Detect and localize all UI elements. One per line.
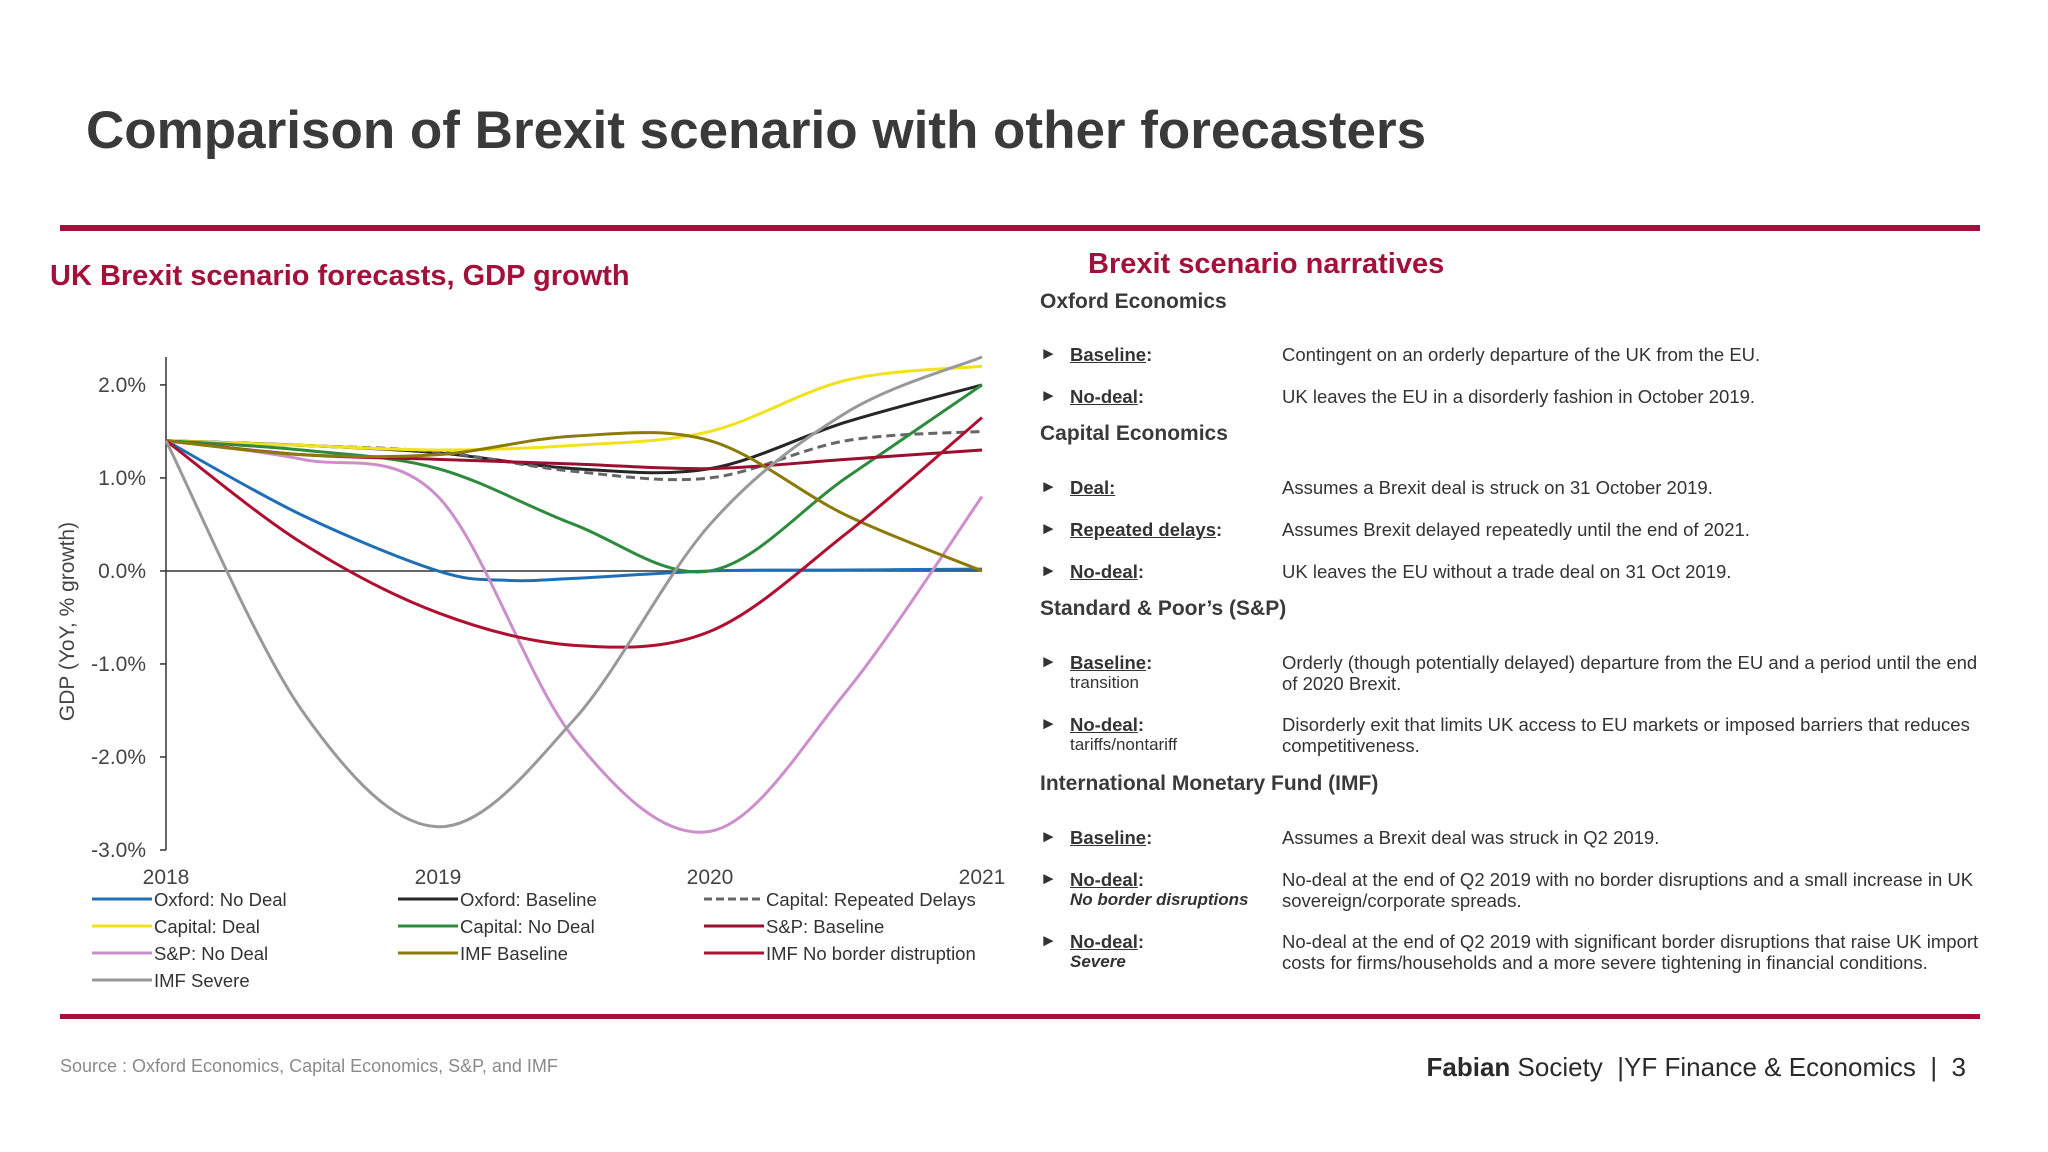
series-line-oxford-no-deal — [165, 439, 983, 583]
narrative-heading: Brexit scenario narratives — [1088, 248, 1445, 280]
series-line-capital-no-deal — [165, 383, 983, 574]
legend-label: S&P: No Deal — [154, 943, 268, 964]
scenario-label-text: Repeated delays — [1070, 519, 1217, 540]
scenario-label: No-deal: — [1070, 714, 1144, 736]
bullet-arrow-icon: ► — [1040, 931, 1057, 950]
y-tick-label: 2.0% — [98, 374, 146, 397]
scenario-description: Orderly (though potentially delayed) dep… — [1282, 652, 1978, 694]
scenario-description: Assumes a Brexit deal is struck on 31 Oc… — [1282, 477, 1713, 498]
scenario-label: No-deal: — [1070, 869, 1144, 891]
legend-label: Capital: Deal — [154, 916, 260, 937]
scenario-sublabel: tariffs/nontariff — [1070, 735, 1178, 754]
legend-label: IMF Baseline — [460, 943, 568, 964]
bullet-arrow-icon: ► — [1040, 827, 1057, 846]
scenario-label-suffix: : — [1137, 931, 1145, 952]
footer-brand-bold: Fabian — [1426, 1052, 1511, 1082]
bullet-arrow-icon: ► — [1040, 344, 1057, 363]
page-title: Comparison of Brexit scenario with other… — [86, 101, 1427, 160]
chart-heading: UK Brexit scenario forecasts, GDP growth — [50, 260, 630, 292]
scenario-label: Baseline: — [1070, 652, 1152, 674]
series-line-capital-deal — [165, 364, 983, 452]
scenario-description: No-deal at the end of Q2 2019 with signi… — [1282, 931, 1979, 973]
scenario-label: No-deal: — [1070, 386, 1144, 408]
legend-label: IMF Severe — [154, 970, 250, 991]
scenario-label-text: Baseline — [1070, 827, 1147, 848]
scenario-label-text: Deal: — [1070, 477, 1116, 498]
scenario-description: Contingent on an orderly departure of th… — [1282, 344, 1761, 365]
legend-label: Capital: No Deal — [460, 916, 595, 937]
series-line-imf-baseline — [165, 431, 983, 573]
scenario-sublabel: Severe — [1070, 952, 1126, 971]
top-divider — [60, 225, 1980, 231]
x-tick-label: 2018 — [143, 866, 190, 889]
legend-label: S&P: Baseline — [766, 916, 884, 937]
y-axis-title: GDP (YoY, % growth) — [56, 522, 79, 721]
bullet-arrow-icon: ► — [1040, 477, 1057, 496]
scenario-label-suffix: : — [1137, 869, 1145, 890]
scenario-label-suffix: : — [1146, 344, 1153, 365]
bullet-arrow-icon: ► — [1040, 652, 1057, 671]
scenario-label-suffix: : — [1137, 714, 1145, 735]
scenario-label-text: No-deal — [1070, 561, 1138, 582]
y-tick-label: 1.0% — [98, 467, 146, 490]
scenario-description: UK leaves the EU without a trade deal on… — [1282, 561, 1732, 582]
scenario-label-text: No-deal — [1070, 869, 1138, 890]
y-tick-label: -3.0% — [91, 839, 146, 862]
scenario-sublabel: No border disruptions — [1070, 890, 1249, 909]
bullet-arrow-icon: ► — [1040, 386, 1057, 405]
legend-label: Oxford: Baseline — [460, 889, 597, 910]
bullet-arrow-icon: ► — [1040, 869, 1057, 888]
scenario-label: No-deal: — [1070, 561, 1144, 583]
narrative-group-title: International Monetary Fund (IMF) — [1040, 772, 1379, 795]
narrative-group-title: Capital Economics — [1040, 422, 1228, 445]
x-tick-label: 2019 — [415, 866, 462, 889]
scenario-label: No-deal: — [1070, 931, 1144, 953]
scenario-label-text: Baseline — [1070, 344, 1147, 365]
bullet-arrow-icon: ► — [1040, 561, 1057, 580]
footer-brand: Fabian Society |YF Finance & Economics |… — [1427, 1052, 1966, 1083]
y-tick-label: -1.0% — [91, 653, 146, 676]
series-line-imf-severe — [164, 355, 983, 829]
scenario-sublabel: transition — [1070, 673, 1139, 692]
x-tick-label: 2021 — [959, 866, 1006, 889]
scenario-label-text: Baseline — [1070, 652, 1147, 673]
gdp-chart: 2.0% 1.0% 0.0% -1.0% -2.0% -3.0% 2018 2019 2020 2… — [56, 355, 1006, 991]
scenario-label-suffix: : — [1146, 652, 1153, 673]
scenario-label: Repeated delays: — [1070, 519, 1222, 541]
scenario-description: Assumes Brexit delayed repeatedly until … — [1282, 519, 1750, 540]
scenario-description: Disorderly exit that limits UK access to… — [1282, 714, 1970, 756]
scenario-description: UK leaves the EU in a disorderly fashion… — [1282, 386, 1756, 407]
narrative-group-title: Standard & Poor’s (S&P) — [1040, 597, 1287, 620]
scenario-label: Deal: — [1070, 477, 1115, 499]
series-line-imf-no-border-distruption — [165, 416, 983, 649]
scenario-label-suffix: : — [1216, 519, 1223, 540]
series-line-capital-repeated-delays — [165, 429, 983, 482]
scenario-label-text: No-deal — [1070, 386, 1138, 407]
footer-brand-rest: Society |YF Finance & Economics | 3 — [1510, 1052, 1966, 1082]
scenario-label: Baseline: — [1070, 827, 1152, 849]
source-note: Source : Oxford Economics, Capital Econo… — [60, 1056, 558, 1076]
x-tick-label: 2020 — [687, 866, 734, 889]
scenario-label-text: No-deal — [1070, 931, 1138, 952]
scenario-description: No-deal at the end of Q2 2019 with no bo… — [1282, 869, 1974, 911]
scenario-label: Baseline: — [1070, 344, 1152, 366]
narrative-group-title: Oxford Economics — [1040, 290, 1227, 313]
legend-label: Oxford: No Deal — [154, 889, 287, 910]
legend-label: IMF No border distruption — [766, 943, 976, 964]
scenario-label-suffix: : — [1137, 561, 1145, 582]
scenario-label-suffix: : — [1146, 827, 1153, 848]
y-tick-label: -2.0% — [91, 746, 146, 769]
scenario-description: Assumes a Brexit deal was struck in Q2 2… — [1282, 827, 1660, 848]
series-line-s-p-no-deal — [165, 439, 984, 834]
legend-label: Capital: Repeated Delays — [766, 889, 976, 910]
bottom-divider — [60, 1014, 1980, 1019]
y-tick-label: 0.0% — [98, 560, 146, 583]
scenario-label-text: No-deal — [1070, 714, 1138, 735]
bullet-arrow-icon: ► — [1040, 714, 1057, 733]
scenario-label-suffix: : — [1137, 386, 1145, 407]
bullet-arrow-icon: ► — [1040, 519, 1057, 538]
